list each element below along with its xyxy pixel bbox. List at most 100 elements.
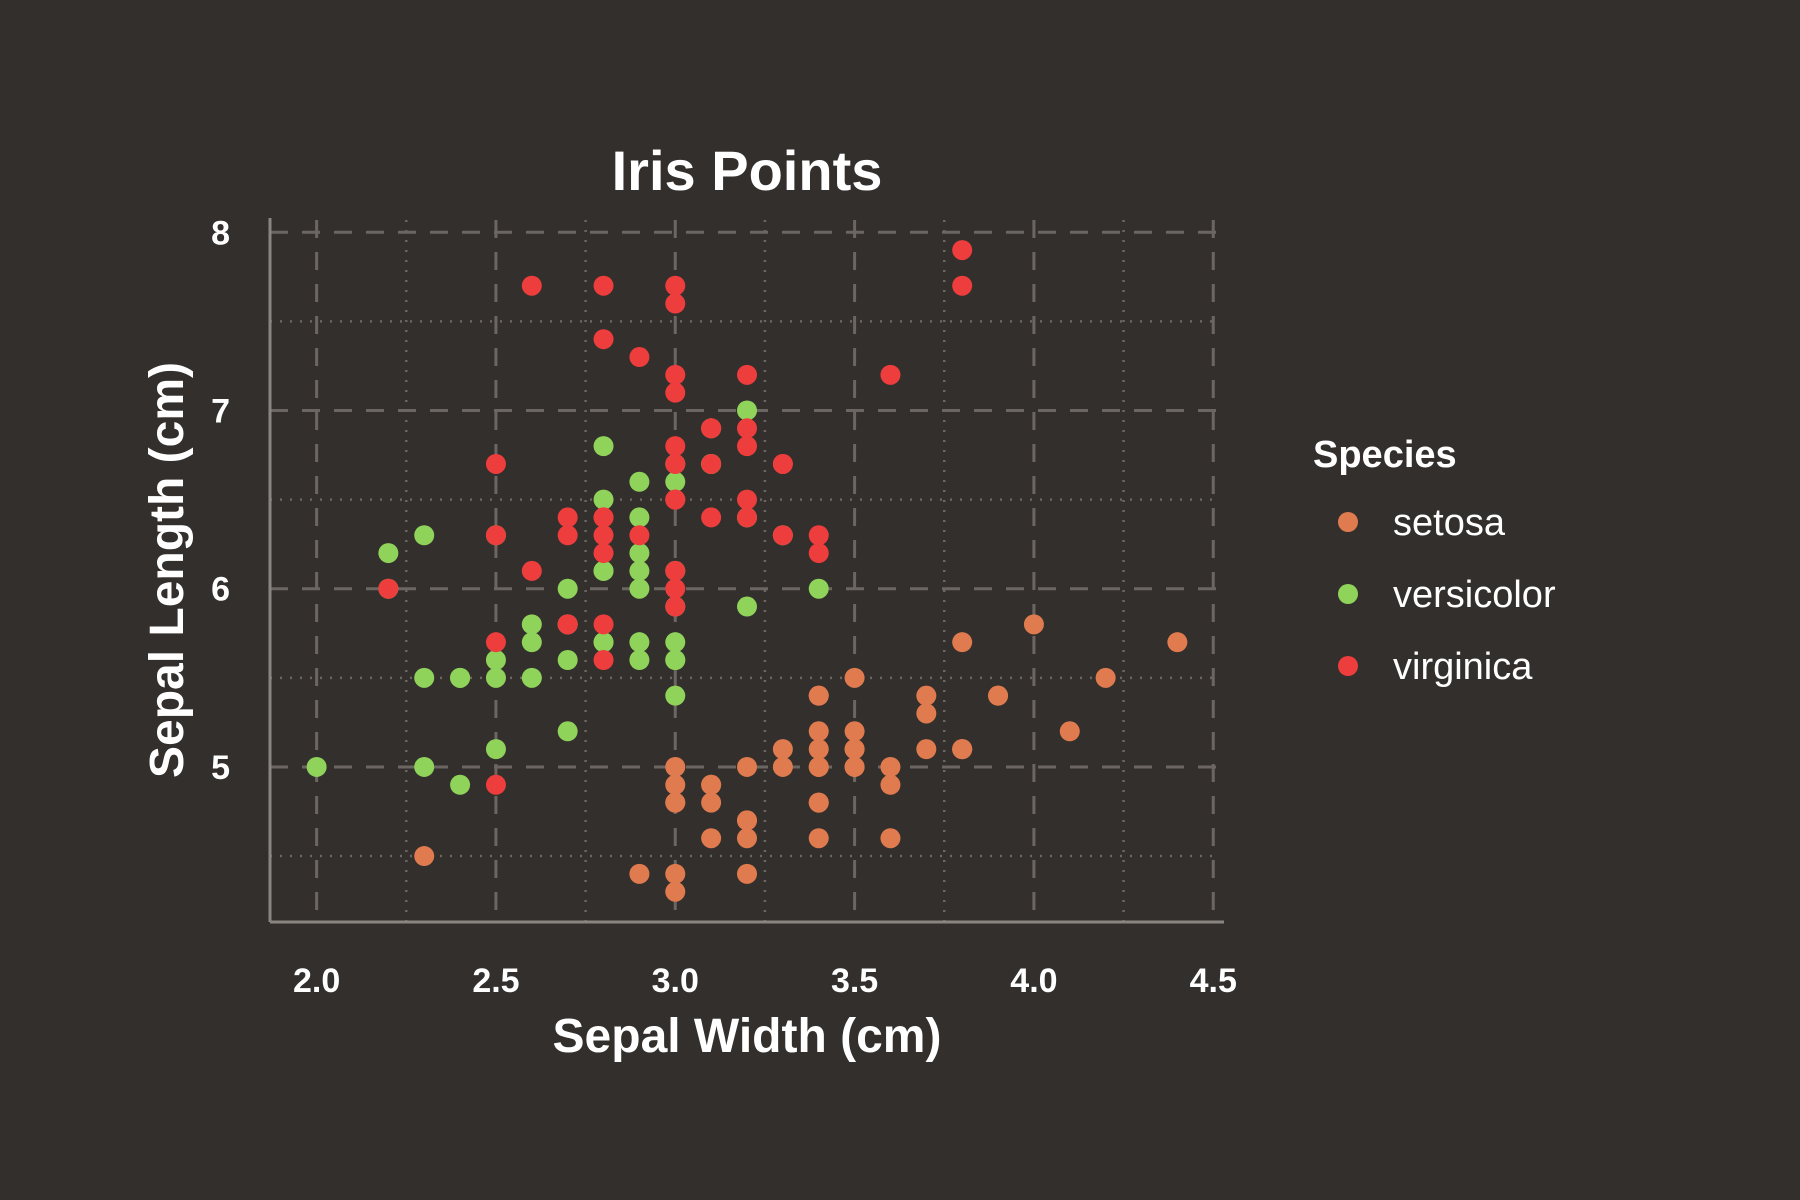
axes xyxy=(268,218,1224,924)
data-point-versicolor xyxy=(557,578,578,599)
legend-label-virginica: virginica xyxy=(1393,646,1533,688)
data-point-virginica xyxy=(772,453,793,474)
x-tick-label: 2.0 xyxy=(293,962,340,1000)
data-point-versicolor xyxy=(557,650,578,671)
data-point-versicolor xyxy=(557,721,578,742)
data-point-setosa xyxy=(665,881,686,902)
y-tick-label: 8 xyxy=(211,214,230,252)
legend-marker-setosa xyxy=(1338,512,1358,532)
data-point-setosa xyxy=(772,756,793,777)
data-point-versicolor xyxy=(593,489,614,510)
data-point-setosa xyxy=(414,846,435,867)
legend-marker-virginica xyxy=(1338,656,1358,676)
data-point-setosa xyxy=(808,739,829,760)
series-virginica xyxy=(378,240,973,795)
legend: Species setosa versicolor virginica xyxy=(1313,434,1556,688)
data-point-setosa xyxy=(737,810,757,831)
data-point-versicolor xyxy=(593,436,614,457)
data-point-virginica xyxy=(665,578,686,599)
data-point-virginica xyxy=(808,525,829,546)
data-point-virginica xyxy=(485,774,506,795)
y-tick-label: 6 xyxy=(211,571,230,609)
data-point-versicolor xyxy=(485,667,506,688)
data-point-versicolor xyxy=(414,667,435,688)
data-point-setosa xyxy=(665,863,686,884)
data-point-versicolor xyxy=(629,650,650,671)
data-point-setosa xyxy=(880,828,901,849)
data-point-setosa xyxy=(665,792,686,813)
data-point-virginica xyxy=(880,364,901,385)
data-point-versicolor xyxy=(629,632,650,653)
data-point-virginica xyxy=(665,453,686,474)
data-point-setosa xyxy=(916,685,937,706)
data-point-setosa xyxy=(1167,632,1188,653)
data-point-versicolor xyxy=(378,543,399,564)
data-point-virginica xyxy=(485,632,506,653)
x-tick-label: 2.5 xyxy=(472,962,519,1000)
data-point-virginica xyxy=(593,614,614,635)
data-point-virginica xyxy=(737,507,757,528)
data-point-versicolor xyxy=(521,667,542,688)
data-point-virginica xyxy=(737,418,757,439)
data-point-setosa xyxy=(952,739,973,760)
data-point-versicolor xyxy=(593,632,614,653)
y-tick-label: 5 xyxy=(211,749,230,787)
data-point-virginica xyxy=(665,489,686,510)
data-point-virginica xyxy=(665,275,686,296)
data-point-virginica xyxy=(772,525,793,546)
legend-label-versicolor: versicolor xyxy=(1393,574,1556,616)
data-point-setosa xyxy=(701,774,722,795)
data-point-setosa xyxy=(988,685,1009,706)
data-point-versicolor xyxy=(737,400,757,421)
data-point-versicolor xyxy=(521,614,542,635)
data-point-virginica xyxy=(665,382,686,403)
data-point-setosa xyxy=(1023,614,1044,635)
data-point-versicolor xyxy=(629,543,650,564)
data-point-virginica xyxy=(665,364,686,385)
data-point-setosa xyxy=(665,756,686,777)
x-tick-label: 4.0 xyxy=(1010,962,1057,1000)
chart-title: Iris Points xyxy=(612,139,883,202)
data-point-virginica xyxy=(629,347,650,368)
data-point-virginica xyxy=(701,507,722,528)
data-point-virginica xyxy=(485,453,506,474)
data-point-virginica xyxy=(593,525,614,546)
data-point-setosa xyxy=(808,756,829,777)
data-point-setosa xyxy=(737,756,757,777)
data-point-virginica xyxy=(737,489,757,510)
data-point-virginica xyxy=(952,240,973,261)
data-point-virginica xyxy=(808,543,829,564)
data-point-versicolor xyxy=(629,560,650,581)
data-point-virginica xyxy=(593,543,614,564)
data-point-setosa xyxy=(916,739,937,760)
data-point-versicolor xyxy=(665,471,686,492)
x-tick-label: 4.5 xyxy=(1190,962,1237,1000)
x-tick-label: 3.5 xyxy=(831,962,878,1000)
data-point-setosa xyxy=(701,792,722,813)
data-point-versicolor xyxy=(414,525,435,546)
data-point-setosa xyxy=(844,756,865,777)
data-point-setosa xyxy=(1059,721,1080,742)
data-point-setosa xyxy=(844,721,865,742)
data-point-versicolor xyxy=(665,650,686,671)
data-point-virginica xyxy=(521,560,542,581)
data-point-versicolor xyxy=(629,507,650,528)
data-point-setosa xyxy=(808,792,829,813)
data-point-setosa xyxy=(665,774,686,795)
data-point-versicolor xyxy=(450,774,471,795)
data-point-versicolor xyxy=(665,685,686,706)
data-point-virginica xyxy=(629,525,650,546)
data-point-setosa xyxy=(844,667,865,688)
data-point-versicolor xyxy=(414,756,435,777)
data-point-setosa xyxy=(1095,667,1116,688)
data-point-virginica xyxy=(557,525,578,546)
data-point-versicolor xyxy=(665,632,686,653)
data-point-setosa xyxy=(880,774,901,795)
data-point-setosa xyxy=(737,863,757,884)
data-point-virginica xyxy=(952,275,973,296)
data-point-versicolor xyxy=(808,578,829,599)
data-point-versicolor xyxy=(521,632,542,653)
data-point-setosa xyxy=(701,828,722,849)
